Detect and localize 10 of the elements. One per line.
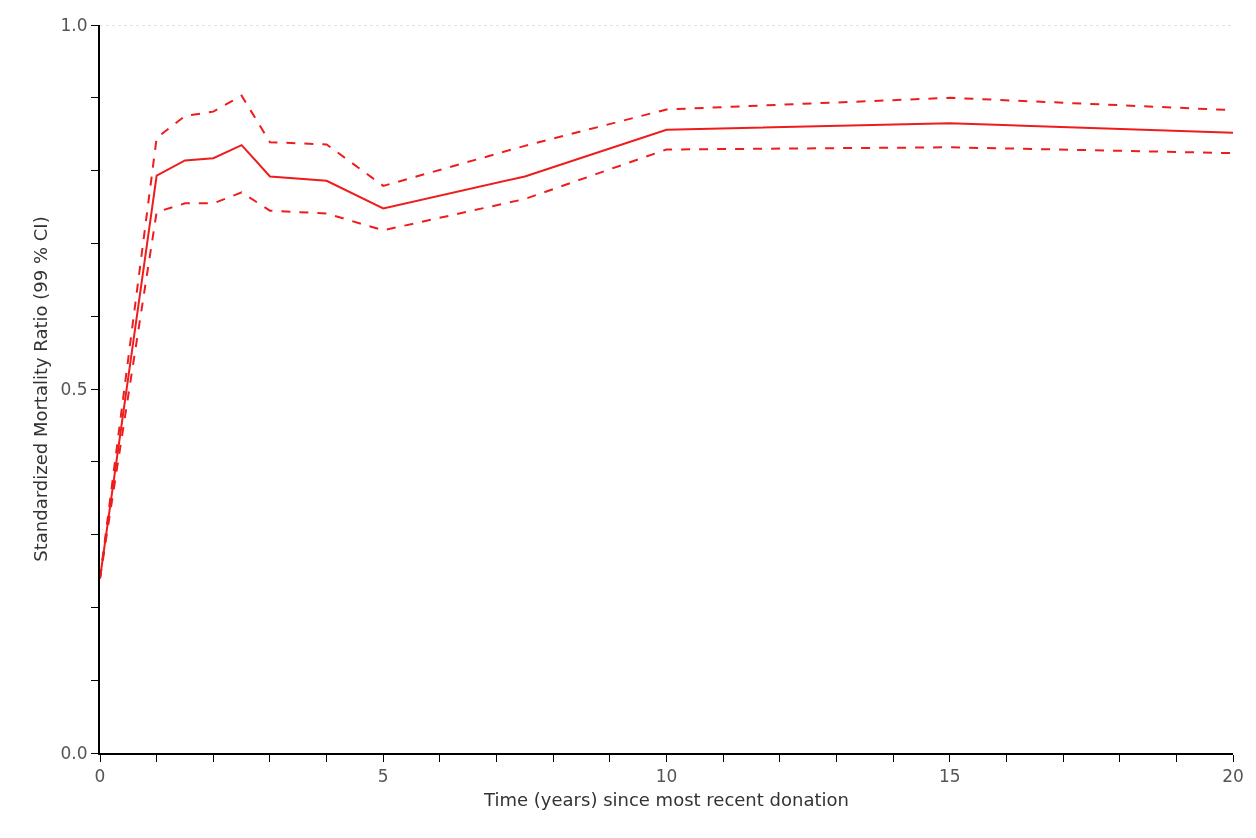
- x-tick-label: 20: [1222, 766, 1244, 787]
- y-tick-label: 0.5: [60, 378, 88, 399]
- y-tick-label: 0.0: [60, 742, 88, 763]
- x-tick-label: 0: [94, 766, 106, 787]
- x-tick-label: 5: [377, 766, 389, 787]
- y-tick-label: 1.0: [60, 14, 88, 35]
- x-tick-label: 10: [655, 766, 678, 787]
- y-axis-title: Standardized Mortality Ratio (99 % CI): [30, 216, 52, 562]
- x-tick-label: 15: [938, 766, 961, 787]
- x-axis-title: Time (years) since most recent donation: [483, 789, 849, 810]
